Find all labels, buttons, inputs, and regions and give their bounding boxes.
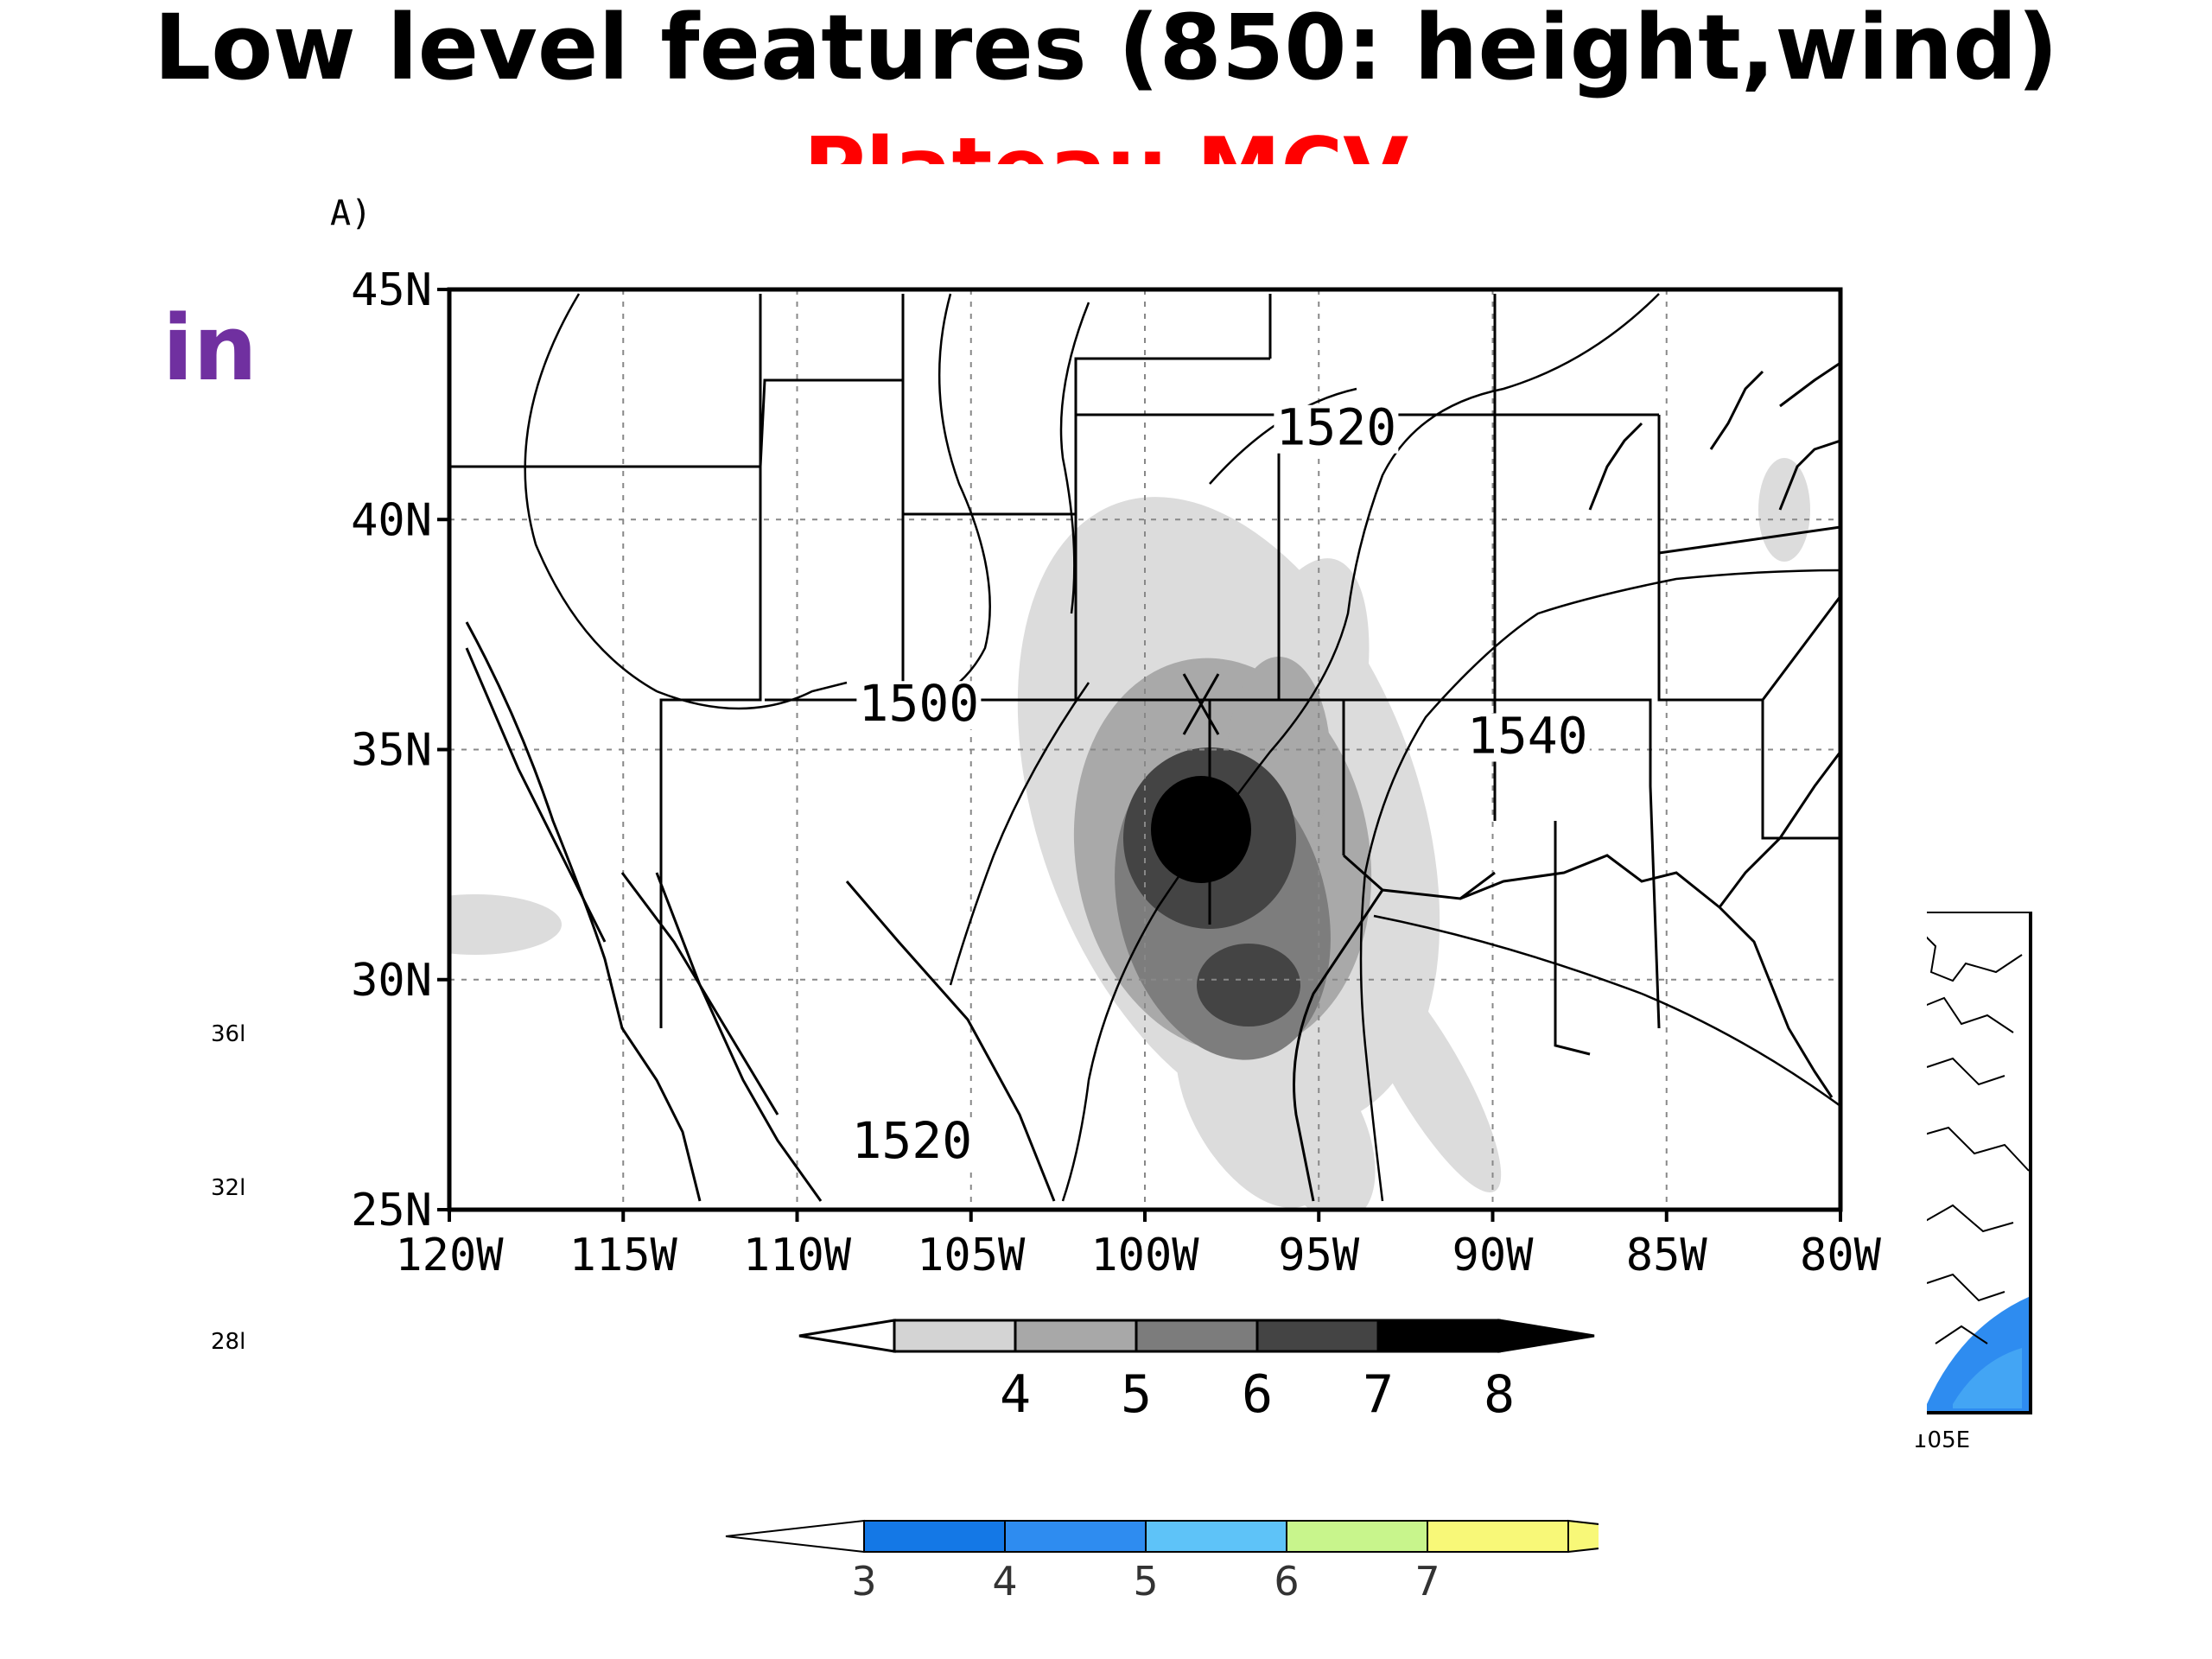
colorbar-label: 8 [1484,1364,1515,1425]
lon-tick-label: 120W [395,1230,504,1281]
bg-colorbar-high-arrow [1567,1519,1599,1554]
lat-tick-label: 45N [351,264,432,316]
contour-label-bg [1274,404,1399,454]
bg-colorbar-label: 4 [992,1558,1017,1605]
contour-labels: 1520 1500 1540 1520 [849,398,1590,1170]
contour-label: 1520 [1276,398,1397,457]
background-shading [1927,1296,2031,1413]
state-boundaries [449,294,1840,1056]
bg-colorbar-label: 6 [1274,1558,1299,1605]
bg-colorbar-swatch [1286,1520,1428,1553]
lat-tick-label: 40N [351,494,432,546]
contour-label-bg [856,681,982,730]
coastlines [465,361,1840,1202]
lon-tick-label: 95W [1278,1230,1360,1281]
background-lat-label: 32l [211,1175,246,1201]
lon-tick-label: 90W [1452,1230,1535,1281]
latitude-axis: 45N 40N 35N 30N 25N [351,264,449,1236]
bg-colorbar-swatch [863,1520,1006,1553]
map-colorbar: 4 5 6 7 8 [798,1319,1595,1425]
lon-tick-label: 80W [1800,1230,1882,1281]
colorbar-high-arrow [1497,1319,1595,1353]
colorbar-label: 5 [1121,1364,1152,1425]
contour-label: 1540 [1467,707,1588,766]
panel-label: A) [330,194,372,233]
map-figure: A) [294,164,1927,1434]
contour-label: 1500 [859,674,980,733]
colorbar-label: 6 [1242,1364,1273,1425]
contour-label-bg [1465,713,1590,762]
background-colorbar: 3 4 5 6 7 [725,1519,1599,1605]
colorbar-swatch [893,1319,1017,1353]
lon-tick-label: 100W [1090,1230,1199,1281]
contour-label: 1520 [851,1111,972,1170]
slide-text-fragment-left: in [162,296,257,401]
longitude-axis: 120W 115W 110W 105W 100W 95W 90W 85W 80W [395,1210,1882,1281]
background-lat-label: 28l [211,1329,246,1355]
lat-tick-label: 30N [351,955,432,1007]
bg-colorbar-label: 5 [1133,1558,1158,1605]
lon-tick-label: 105W [917,1230,1026,1281]
bg-colorbar-swatch [1004,1520,1147,1553]
bg-colorbar-label: 7 [1414,1558,1440,1605]
colorbar-label: 4 [1000,1364,1031,1425]
colorbar-swatch [1014,1319,1138,1353]
colorbar-swatch [1376,1319,1501,1353]
contour-label-bg [849,1118,975,1167]
lon-tick-label: 110W [743,1230,852,1281]
slide-title: Low level features (850: height,wind) [153,0,2059,100]
lon-tick-label: 115W [569,1230,678,1281]
bg-colorbar-label: 3 [851,1558,876,1605]
colorbar-label: 7 [1363,1364,1394,1425]
height-contours [524,293,1840,1202]
colorbar-swatch [1255,1319,1380,1353]
vortex-center-marker [1182,673,1220,735]
colorbar-swatch [1135,1319,1259,1353]
slide-subtitle-container: Plateau MCV [778,121,1434,166]
bg-colorbar-swatch [1427,1520,1569,1553]
slide-subtitle: Plateau MCV [778,126,1434,166]
background-lat-label: 36l [211,1021,246,1047]
lat-tick-label: 35N [351,725,432,777]
bg-colorbar-low-arrow [725,1519,865,1554]
bg-colorbar-swatch [1145,1520,1287,1553]
lat-tick-label: 25N [351,1185,432,1236]
lon-tick-label: 85W [1626,1230,1708,1281]
